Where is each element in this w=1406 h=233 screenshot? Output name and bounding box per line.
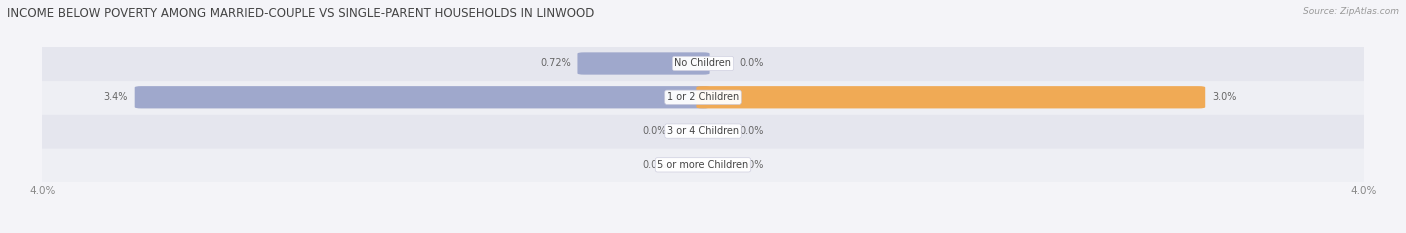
Text: 0.0%: 0.0% [740, 126, 763, 136]
FancyBboxPatch shape [696, 86, 1205, 108]
Text: INCOME BELOW POVERTY AMONG MARRIED-COUPLE VS SINGLE-PARENT HOUSEHOLDS IN LINWOOD: INCOME BELOW POVERTY AMONG MARRIED-COUPL… [7, 7, 595, 20]
Text: 0.72%: 0.72% [540, 58, 571, 69]
Text: 0.0%: 0.0% [740, 58, 763, 69]
Text: 5 or more Children: 5 or more Children [658, 160, 748, 170]
FancyBboxPatch shape [30, 147, 1376, 182]
Text: Source: ZipAtlas.com: Source: ZipAtlas.com [1303, 7, 1399, 16]
FancyBboxPatch shape [30, 46, 1376, 81]
Text: 3.4%: 3.4% [104, 92, 128, 102]
Text: 3 or 4 Children: 3 or 4 Children [666, 126, 740, 136]
Legend: Married Couples, Single Parents: Married Couples, Single Parents [607, 229, 799, 233]
Text: No Children: No Children [675, 58, 731, 69]
Text: 1 or 2 Children: 1 or 2 Children [666, 92, 740, 102]
Text: 0.0%: 0.0% [643, 160, 666, 170]
Text: 3.0%: 3.0% [1212, 92, 1236, 102]
FancyBboxPatch shape [578, 52, 710, 75]
FancyBboxPatch shape [30, 80, 1376, 115]
FancyBboxPatch shape [30, 113, 1376, 149]
Text: 0.0%: 0.0% [643, 126, 666, 136]
FancyBboxPatch shape [135, 86, 710, 108]
Text: 0.0%: 0.0% [740, 160, 763, 170]
